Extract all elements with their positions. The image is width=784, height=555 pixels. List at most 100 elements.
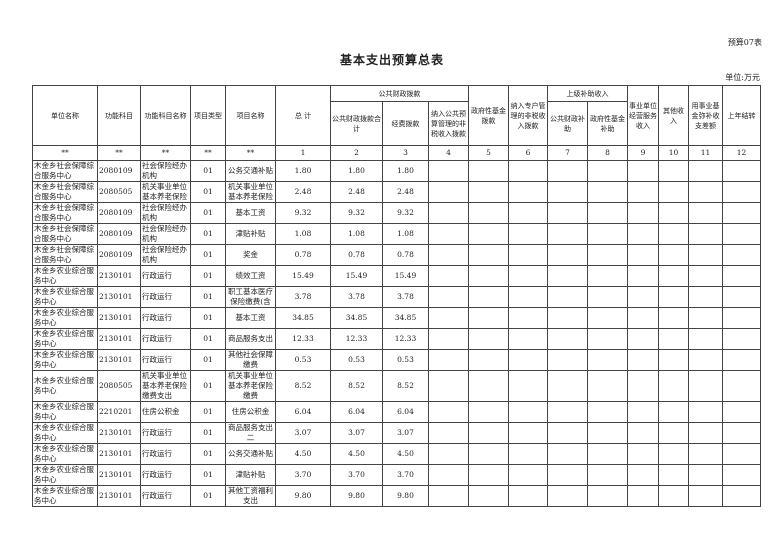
- cell-pub: 0.53: [330, 349, 383, 371]
- cell-pname: 住房公积金: [225, 401, 276, 423]
- cell-text: 2130101: [99, 313, 133, 322]
- cell-empty: [627, 401, 659, 423]
- cell-empty: [722, 181, 761, 203]
- cell-fname: 行政运行: [140, 443, 191, 465]
- table-row: 木金乡农业综合服务中心 2130101 行政运行 01 津贴补贴 3.70 3.70 3.70: [32, 464, 761, 486]
- cell-empty: [658, 485, 689, 507]
- cell-text: 01: [203, 449, 213, 458]
- cell-pub: 2.48: [330, 181, 383, 203]
- cell-code: 2130101: [97, 443, 141, 465]
- cell-fname: 行政运行: [140, 422, 191, 444]
- cell-empty: [468, 485, 509, 507]
- cell-pub: 3.07: [330, 422, 383, 444]
- index-cell: 2: [330, 145, 383, 161]
- cell-pub: 9.80: [330, 485, 383, 507]
- cell-text: 01: [203, 334, 213, 343]
- cell-fund: 12.33: [382, 328, 429, 350]
- table-row: 木金乡社会保障综合服务中心 2080109 社会保险经办机构 01 津贴补贴 1.08 1.…: [32, 223, 761, 245]
- cell-unit: 木金乡农业综合服务中心: [32, 265, 98, 287]
- cell-text: 机关事业单位基本养老保险缴费支出: [142, 371, 187, 401]
- cell-text: 0.78: [294, 250, 312, 259]
- cell-empty: [508, 422, 548, 444]
- index-cell: 6: [508, 145, 548, 161]
- index-row: ** ** ** ** ** 1 2 3 4 5 6 7 8 9 10 11 12: [32, 145, 761, 161]
- table-row: 木金乡农业综合服务中心 2130101 行政运行 01 公务交通补贴 4.50 4.50 4.…: [32, 443, 761, 465]
- cell-text: 行政运行: [142, 428, 172, 437]
- cell-text: 津贴补贴: [235, 229, 266, 238]
- cell-text: 9.80: [397, 491, 414, 500]
- cell-type: 01: [190, 443, 226, 465]
- cell-text: 3.78: [294, 292, 312, 301]
- cell-text: 0.53: [397, 355, 414, 364]
- cell-empty: [688, 307, 723, 329]
- cell-type: 01: [190, 370, 226, 402]
- cell-total: 9.32: [275, 202, 331, 224]
- cell-text: 木金乡农业综合服务中心: [34, 376, 94, 395]
- cell-code: 2130101: [97, 307, 141, 329]
- cell-empty: [587, 307, 628, 329]
- cell-text: 3.70: [397, 470, 414, 479]
- cell-empty: [508, 265, 548, 287]
- cell-text: 9.32: [294, 208, 312, 217]
- cell-unit: 木金乡社会保障综合服务中心: [32, 160, 98, 182]
- header-public-total: 公共财政拨款合计: [330, 101, 383, 146]
- cell-pub: 15.49: [330, 265, 383, 287]
- cell-unit: 木金乡社会保障综合服务中心: [32, 202, 98, 224]
- cell-text: 行政运行: [142, 271, 172, 280]
- cell-empty: [627, 181, 659, 203]
- cell-text: 行政运行: [142, 334, 172, 343]
- cell-empty: [722, 349, 761, 371]
- cell-text: 商品服务支出二: [228, 423, 273, 443]
- header-nontax: 纳入公共预算管理的非税收入拨款: [428, 101, 469, 146]
- cell-text: 3.78: [397, 292, 414, 301]
- cell-empty: [508, 349, 548, 371]
- cell-pname: 其他工资福利支出: [225, 485, 276, 507]
- cell-empty: [508, 370, 548, 402]
- cell-text: 木金乡社会保障综合服务中心: [34, 245, 94, 265]
- header-project-name: 项目名称: [225, 85, 276, 146]
- cell-unit: 木金乡农业综合服务中心: [32, 422, 98, 444]
- cell-text: 木金乡农业综合服务中心: [34, 308, 94, 328]
- cell-empty: [688, 244, 723, 266]
- cell-unit: 木金乡农业综合服务中心: [32, 401, 98, 423]
- cell-code: 2130101: [97, 464, 141, 486]
- cell-text: 3.70: [294, 470, 312, 479]
- cell-text: 基本工资: [235, 208, 266, 217]
- index-cell: **: [190, 145, 226, 161]
- cell-empty: [428, 244, 469, 266]
- header-govfund: 政府性基金拨款: [468, 85, 509, 146]
- cell-type: 01: [190, 223, 226, 245]
- cell-pname: 其他社会保障缴费: [225, 349, 276, 371]
- cell-type: 01: [190, 265, 226, 287]
- cell-text: 职工基本医疗保险缴费(含生育保险): [228, 287, 273, 307]
- cell-pub: 6.04: [330, 401, 383, 423]
- cell-unit: 木金乡农业综合服务中心: [32, 485, 98, 507]
- cell-text: 2080505: [99, 381, 133, 390]
- cell-text: 34.85: [394, 313, 417, 322]
- cell-empty: [428, 401, 469, 423]
- cell-text: 2080109: [99, 229, 133, 238]
- table-row: 木金乡农业综合服务中心 2130101 行政运行 01 商品服务支出 12.33 12.33…: [32, 328, 761, 350]
- cell-empty: [688, 223, 723, 245]
- header-special: 纳入专户管理的非税收入拨款: [508, 85, 548, 146]
- cell-text: 9.80: [348, 491, 365, 500]
- cell-text: 12.33: [292, 334, 314, 343]
- cell-empty: [468, 370, 509, 402]
- table-row: 木金乡农业综合服务中心 2130101 行政运行 01 基本工资 34.85 34.85 34…: [32, 307, 761, 329]
- cell-empty: [587, 370, 628, 402]
- cell-text: 木金乡社会保障综合服务中心: [34, 224, 94, 244]
- cell-text: 奖金: [243, 250, 258, 259]
- cell-total: 1.08: [275, 223, 331, 245]
- cell-code: 2130101: [97, 328, 141, 350]
- cell-empty: [547, 349, 588, 371]
- table-row: 木金乡农业综合服务中心 2130101 行政运行 01 其他工资福利支出 9.80 9.80…: [32, 485, 761, 507]
- cell-empty: [722, 485, 761, 507]
- cell-text: 2080109: [99, 208, 133, 217]
- cell-empty: [468, 443, 509, 465]
- table-row: 木金乡社会保障综合服务中心 2080109 社会保险经办机构 01 奖金 0.78 0.78…: [32, 244, 761, 266]
- cell-empty: [658, 307, 689, 329]
- cell-text: 行政运行: [142, 491, 172, 500]
- cell-code: 2080109: [97, 202, 141, 224]
- cell-total: 15.49: [275, 265, 331, 287]
- cell-text: 1.08: [348, 229, 365, 238]
